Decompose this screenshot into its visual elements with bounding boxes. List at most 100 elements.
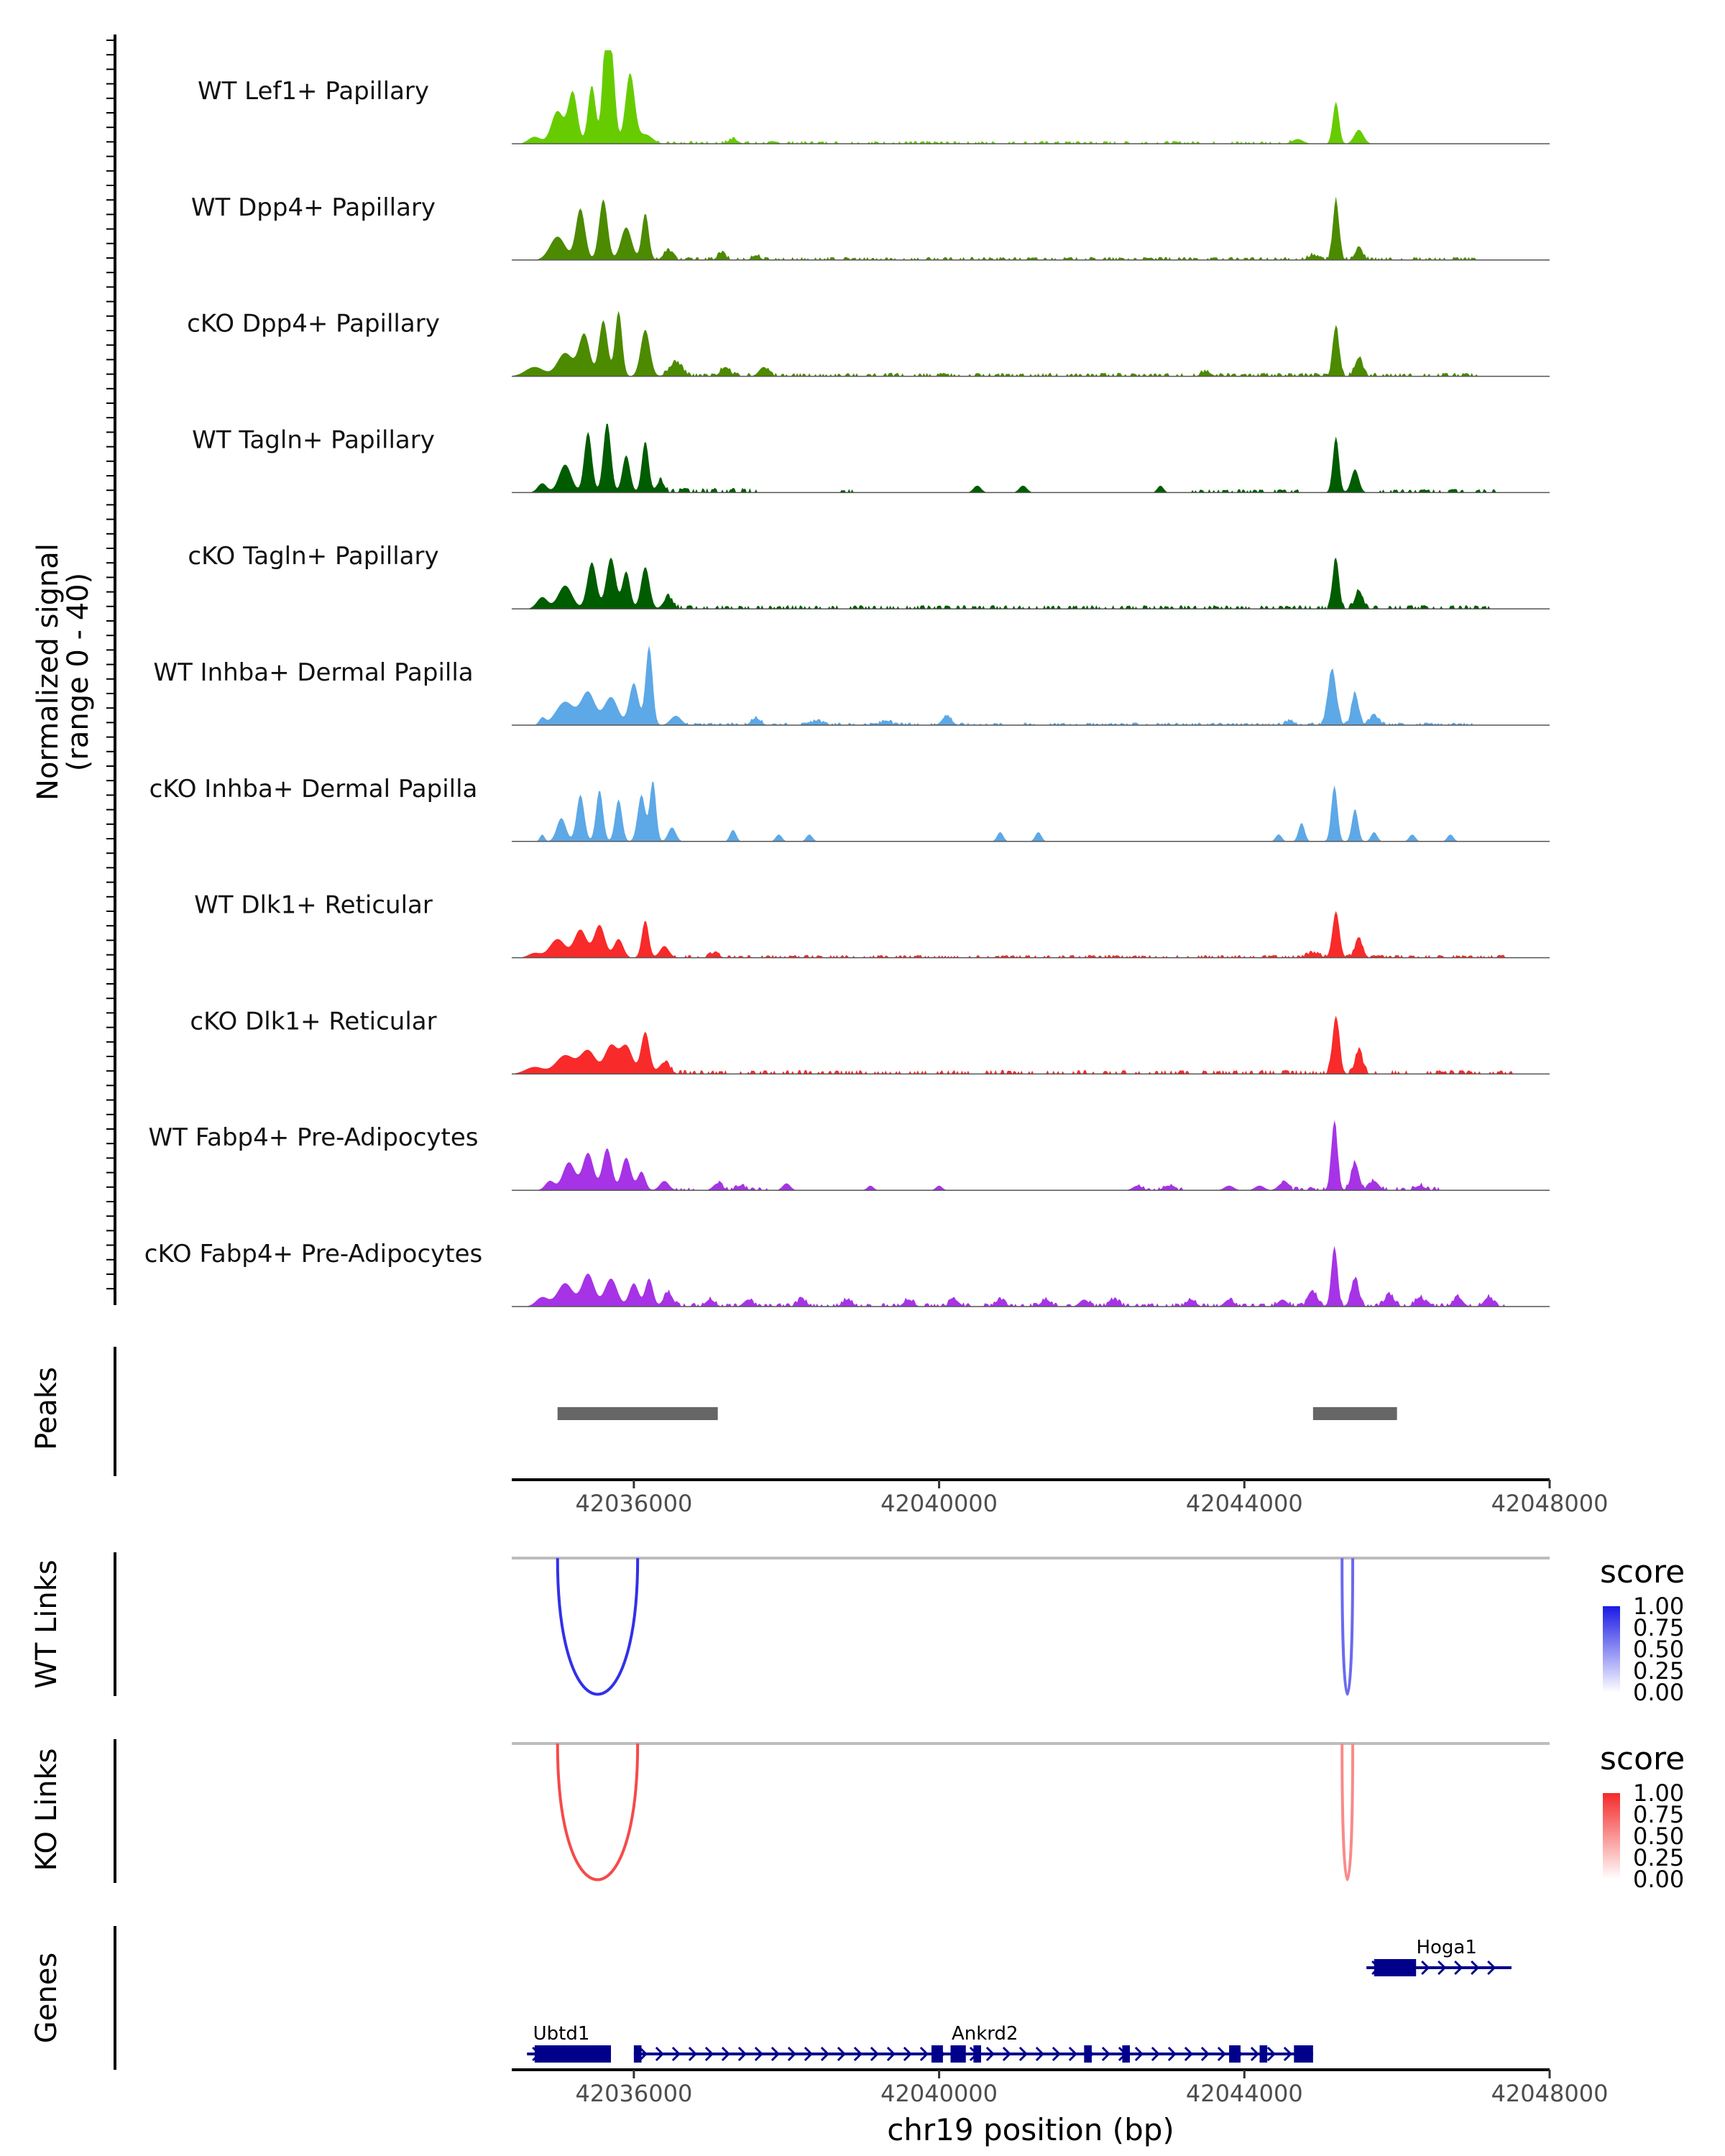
gene-models: Ubtd1 Ankrd2 Hoga1 (527, 1937, 1512, 2063)
x-axis-upper: 42036000 42040000 42044000 42048000 (575, 1480, 1608, 1517)
strand-arrow (1068, 2046, 1078, 2062)
strand-arrow (1134, 2046, 1144, 2062)
gene-model: Ankrd2 (633, 2023, 1313, 2063)
x-axis-lower: 42036000 42040000 42044000 42048000 (575, 2070, 1608, 2107)
coverage-area (512, 1245, 1550, 1307)
strand-arrow (837, 2046, 847, 2062)
strand-arrow (704, 2046, 714, 2062)
coverage-track: cKO Dlk1+ Reticular (190, 1007, 1550, 1075)
link-arc (1340, 1557, 1355, 1696)
strand-arrow (1438, 1960, 1447, 1976)
strand-arrow (787, 2046, 797, 2062)
strand-arrow (1184, 2046, 1194, 2062)
coverage-track: cKO Tagln+ Papillary (188, 542, 1550, 609)
legend-tick-label: 0.25 (1633, 1657, 1684, 1685)
legend-tick-label: 0.50 (1633, 1636, 1684, 1663)
coverage-track: WT Fabp4+ Pre-Adipocytes (149, 1120, 1550, 1191)
exon (633, 2045, 642, 2063)
strand-arrow (1487, 1960, 1496, 1976)
x-tick-label: 42044000 (1186, 1490, 1303, 1517)
link-arc (556, 1743, 640, 1881)
coverage-area (512, 1015, 1550, 1074)
peak-region (557, 1407, 718, 1420)
ko-legend-colorbar (1603, 1793, 1620, 1879)
track-label: WT Dlk1+ Reticular (194, 891, 433, 920)
track-label: WT Tagln+ Papillary (192, 425, 435, 454)
coverage-track: WT Tagln+ Papillary (192, 423, 1550, 494)
wt-legend-title: score (1600, 1554, 1685, 1590)
track-label: WT Fabp4+ Pre-Adipocytes (149, 1123, 479, 1152)
coverage-track: WT Dpp4+ Papillary (191, 193, 1550, 261)
ko-links-arcs (512, 1742, 1550, 1881)
x-tick-label: 42048000 (1491, 2080, 1609, 2107)
coverage-track: WT Inhba+ Dermal Papilla (153, 645, 1550, 726)
link-arc (1340, 1743, 1355, 1881)
strand-arrow (1454, 1960, 1463, 1976)
legend-tick-label: 0.25 (1633, 1844, 1684, 1871)
legend-tick-label: 0.75 (1633, 1801, 1684, 1828)
strand-arrow (985, 2046, 995, 2062)
coverage-ylabel-line2: (range 0 - 40) (62, 573, 95, 771)
x-tick-label: 42040000 (880, 2080, 998, 2107)
strand-arrow (853, 2046, 863, 2062)
exon (1229, 2045, 1241, 2063)
genes-track-label: Genes (30, 1953, 63, 2043)
strand-arrow (1217, 2046, 1227, 2062)
track-label: WT Lef1+ Papillary (198, 77, 429, 106)
gene-model: Hoga1 (1366, 1937, 1512, 1976)
legend-tick-label: 0.00 (1633, 1866, 1684, 1893)
legend-tick-label: 1.00 (1633, 1779, 1684, 1807)
exon (534, 2045, 612, 2063)
exon (1084, 2045, 1092, 2063)
strand-arrow (1151, 2046, 1161, 2062)
legend-tick-label: 1.00 (1633, 1593, 1684, 1620)
strand-arrow (1200, 2046, 1210, 2062)
strand-arrow (754, 2046, 764, 2062)
coverage-area (512, 310, 1550, 377)
ko-score-legend: score 1.000.750.500.250.00 (1600, 1741, 1685, 1893)
coverage-track: cKO Inhba+ Dermal Papilla (150, 775, 1550, 842)
exon (1374, 1959, 1417, 1976)
strand-arrow (671, 2046, 681, 2062)
wt-legend-colorbar (1603, 1606, 1620, 1692)
strand-arrow (1018, 2046, 1029, 2062)
coverage-area (512, 911, 1550, 958)
peak-region (1312, 1407, 1397, 1420)
coverage-track: cKO Fabp4+ Pre-Adipocytes (144, 1240, 1550, 1307)
exon (1259, 2045, 1268, 2063)
coverage-ylabel-line1: Normalized signal (32, 543, 65, 801)
exon (1122, 2045, 1131, 2063)
coverage-area (512, 645, 1550, 725)
strand-arrow (770, 2046, 781, 2062)
strand-arrow (737, 2046, 748, 2062)
strand-arrow (1035, 2046, 1045, 2062)
strand-arrow (688, 2046, 698, 2062)
coverage-track: cKO Dpp4+ Papillary (187, 310, 1550, 377)
coverage-tracks: WT Lef1+ Papillary WT Dpp4+ Papillary cKO … (144, 50, 1550, 1307)
strand-arrow (1002, 2046, 1012, 2062)
coverage-area (512, 423, 1550, 493)
exon (1294, 2045, 1313, 2063)
x-tick-label: 42048000 (1491, 1490, 1609, 1517)
strand-arrow (1052, 2046, 1062, 2062)
wt-score-legend: score 1.000.750.500.250.00 (1600, 1554, 1685, 1706)
coverage-track: WT Dlk1+ Reticular (194, 891, 1550, 959)
strand-arrow (655, 2046, 665, 2062)
exon (931, 2045, 943, 2063)
track-label: cKO Tagln+ Papillary (188, 542, 438, 571)
coverage-area (512, 196, 1550, 260)
strand-arrow (638, 2046, 648, 2062)
legend-tick-label: 0.50 (1633, 1823, 1684, 1850)
ko-links-label: KO Links (30, 1749, 63, 1871)
coverage-area (512, 1120, 1550, 1191)
strand-arrow (886, 2046, 896, 2062)
x-tick-label: 42036000 (575, 1490, 692, 1517)
coverage-y-ticks (106, 40, 115, 1290)
ko-legend-title: score (1600, 1741, 1685, 1777)
strand-arrow (820, 2046, 830, 2062)
track-label: cKO Dpp4+ Papillary (187, 310, 440, 338)
legend-tick-label: 0.00 (1633, 1679, 1684, 1706)
legend-tick-label: 0.75 (1633, 1614, 1684, 1641)
x-tick-label: 42036000 (575, 2080, 692, 2107)
x-tick-label: 42044000 (1186, 2080, 1303, 2107)
